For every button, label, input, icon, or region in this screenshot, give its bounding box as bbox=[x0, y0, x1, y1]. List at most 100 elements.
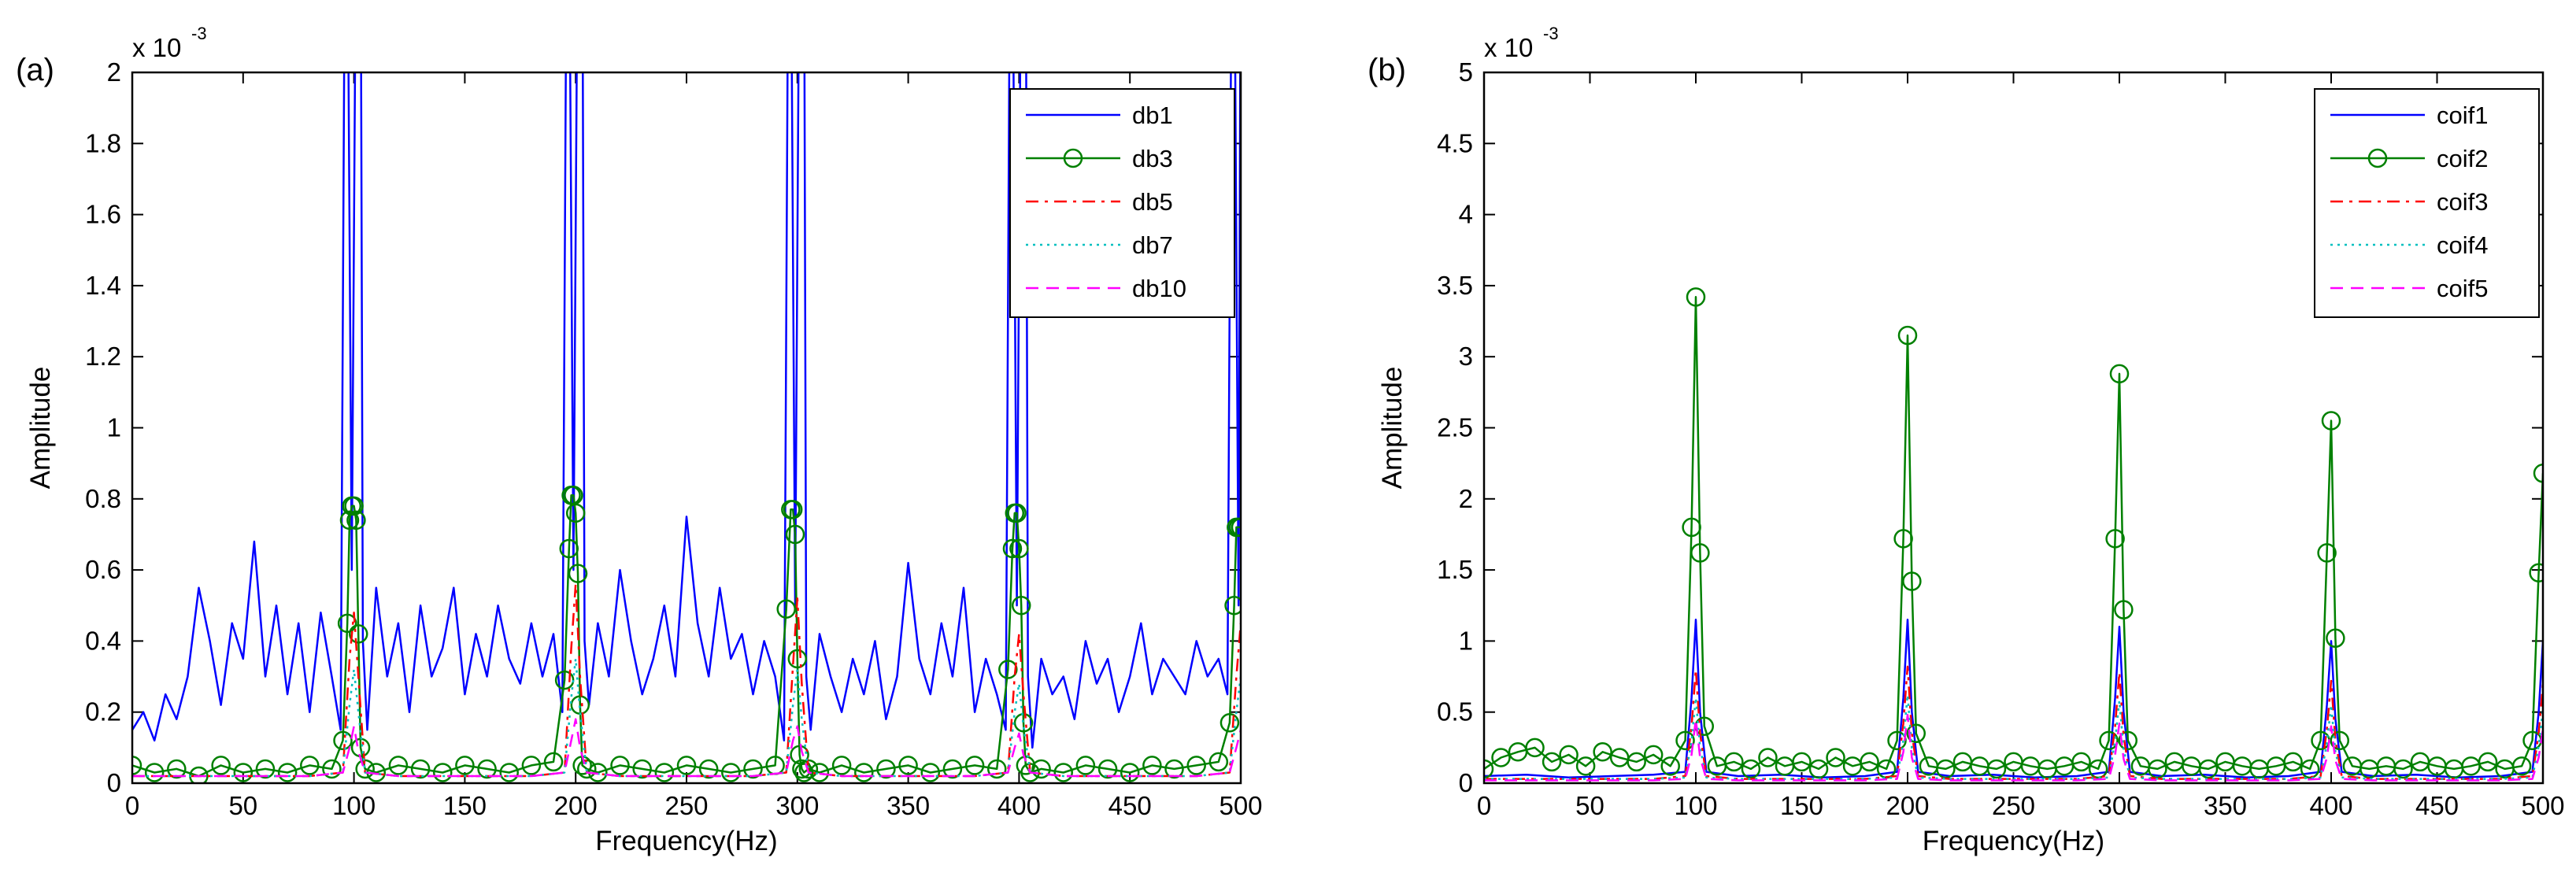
series-point-db3 bbox=[794, 763, 814, 782]
series-point-db3 bbox=[1013, 712, 1034, 733]
x-tick-label: 0 bbox=[1477, 791, 1491, 820]
x-tick-label: 350 bbox=[886, 791, 930, 820]
x-tick-label: 300 bbox=[775, 791, 819, 820]
y-tick-label: 0 bbox=[107, 768, 121, 797]
legend-label-db5: db5 bbox=[1132, 188, 1173, 216]
series-point-coif2 bbox=[1682, 517, 1701, 538]
series-point-db3 bbox=[410, 759, 431, 779]
series-point-coif2 bbox=[2393, 759, 2413, 779]
x-tick-label: 500 bbox=[2521, 791, 2564, 820]
series-point-db3 bbox=[783, 500, 803, 519]
series-point-db3 bbox=[346, 510, 366, 531]
y-tick-label: 1 bbox=[1459, 626, 1473, 655]
y-tick-label: 1.6 bbox=[85, 200, 121, 229]
series-point-db3 bbox=[1164, 759, 1184, 779]
y-tick-label: 0.2 bbox=[85, 697, 121, 726]
legend-label-coif5: coif5 bbox=[2437, 275, 2488, 302]
series-point-coif2 bbox=[2533, 464, 2543, 483]
legend-label-db3: db3 bbox=[1132, 145, 1173, 172]
scale-multiplier: x 10 bbox=[1484, 33, 1533, 62]
y-tick-label: 2.5 bbox=[1437, 413, 1473, 442]
series-line-coif2 bbox=[1484, 296, 2543, 771]
series-point-db3 bbox=[167, 759, 187, 779]
series-point-coif2 bbox=[2118, 730, 2138, 751]
series-point-db3 bbox=[559, 538, 579, 559]
series-point-db3 bbox=[255, 759, 276, 779]
x-tick-label: 300 bbox=[2097, 791, 2141, 820]
series-point-db3 bbox=[432, 763, 453, 782]
legend-label-coif3: coif3 bbox=[2437, 188, 2488, 216]
scale-exponent: -3 bbox=[1543, 24, 1559, 43]
x-tick-label: 450 bbox=[1108, 791, 1152, 820]
series-point-coif2 bbox=[1491, 748, 1511, 767]
series-point-coif2 bbox=[2330, 730, 2350, 751]
series-point-db3 bbox=[698, 759, 719, 779]
series-point-coif2 bbox=[1593, 742, 1612, 762]
series-point-db3 bbox=[942, 759, 963, 779]
series-point-coif2 bbox=[2478, 752, 2498, 772]
series-line-coif3 bbox=[1484, 665, 2543, 780]
x-tick-label: 50 bbox=[228, 791, 257, 820]
series-point-coif2 bbox=[1808, 759, 1829, 779]
x-tick-label: 400 bbox=[997, 791, 1041, 820]
series-point-db3 bbox=[277, 763, 298, 782]
panel-label: (b) bbox=[1368, 53, 1406, 87]
series-point-db3 bbox=[333, 730, 353, 751]
legend-box bbox=[1009, 88, 1235, 318]
axes-box bbox=[131, 71, 1242, 785]
series-point-db3 bbox=[543, 752, 564, 772]
series-point-coif2 bbox=[1902, 571, 1922, 591]
series-point-db3 bbox=[1053, 763, 1073, 782]
y-tick-label: 5 bbox=[1459, 57, 1473, 87]
y-tick-label: 3 bbox=[1459, 342, 1473, 371]
series-line-coif5 bbox=[1484, 714, 2543, 782]
legend-label-coif4: coif4 bbox=[2437, 231, 2488, 259]
legend-label-db1: db1 bbox=[1132, 102, 1173, 129]
x-axis-label: Frequency(Hz) bbox=[595, 826, 777, 856]
series-point-coif2 bbox=[1525, 738, 1545, 758]
series-point-db3 bbox=[568, 564, 588, 583]
series-point-coif2 bbox=[1724, 752, 1744, 772]
y-tick-label: 2 bbox=[107, 57, 121, 87]
series-point-db3 bbox=[1186, 756, 1206, 775]
series-point-db3 bbox=[743, 759, 763, 779]
x-tick-label: 0 bbox=[125, 791, 139, 820]
series-point-db3 bbox=[388, 756, 409, 775]
panel-label: (a) bbox=[16, 53, 54, 87]
series-point-coif2 bbox=[1860, 752, 1879, 772]
series-group bbox=[1484, 287, 2543, 782]
series-point-coif2 bbox=[2109, 364, 2130, 384]
chart-panel-a: 0 50 100 150 200 250 300 350 400 450 500 0 0.2 0.4 0.6… bbox=[16, 24, 1263, 856]
y-tick-label: 0 bbox=[1459, 768, 1473, 797]
series-point-db3 bbox=[1224, 596, 1241, 616]
series-point-coif2 bbox=[2529, 563, 2543, 582]
series-line-db1 bbox=[132, 72, 1241, 749]
legend-label-db10: db10 bbox=[1132, 275, 1186, 302]
series-point-db3 bbox=[339, 510, 360, 531]
legend-box bbox=[2314, 88, 2540, 318]
series-point-db3 bbox=[477, 759, 497, 779]
series-point-db3 bbox=[610, 756, 630, 775]
y-axis-label: Amplitude bbox=[25, 367, 56, 490]
series-point-coif2 bbox=[2321, 411, 2341, 431]
series-point-coif2 bbox=[1690, 543, 1710, 563]
series-point-coif2 bbox=[1484, 759, 1494, 779]
y-tick-label: 1.4 bbox=[85, 271, 121, 300]
x-tick-label: 450 bbox=[2415, 791, 2459, 820]
series-point-db3 bbox=[898, 756, 918, 775]
y-tick-label: 4 bbox=[1459, 200, 1473, 229]
series-point-db3 bbox=[211, 756, 231, 775]
x-tick-label: 50 bbox=[1575, 791, 1604, 820]
series-point-coif2 bbox=[2114, 600, 2134, 619]
series-point-coif2 bbox=[2317, 543, 2337, 563]
series-line-coif1 bbox=[1484, 619, 2543, 779]
series-point-coif2 bbox=[1758, 748, 1778, 767]
x-tick-label: 100 bbox=[332, 791, 376, 820]
series-point-coif2 bbox=[2198, 759, 2219, 779]
series-point-coif2 bbox=[2300, 759, 2320, 779]
series-point-db3 bbox=[632, 759, 652, 779]
x-axis-label: Frequency(Hz) bbox=[1923, 826, 2104, 856]
series-line-db10 bbox=[132, 718, 1241, 778]
series-point-db3 bbox=[1120, 763, 1140, 782]
series-point-db3 bbox=[1097, 759, 1118, 779]
